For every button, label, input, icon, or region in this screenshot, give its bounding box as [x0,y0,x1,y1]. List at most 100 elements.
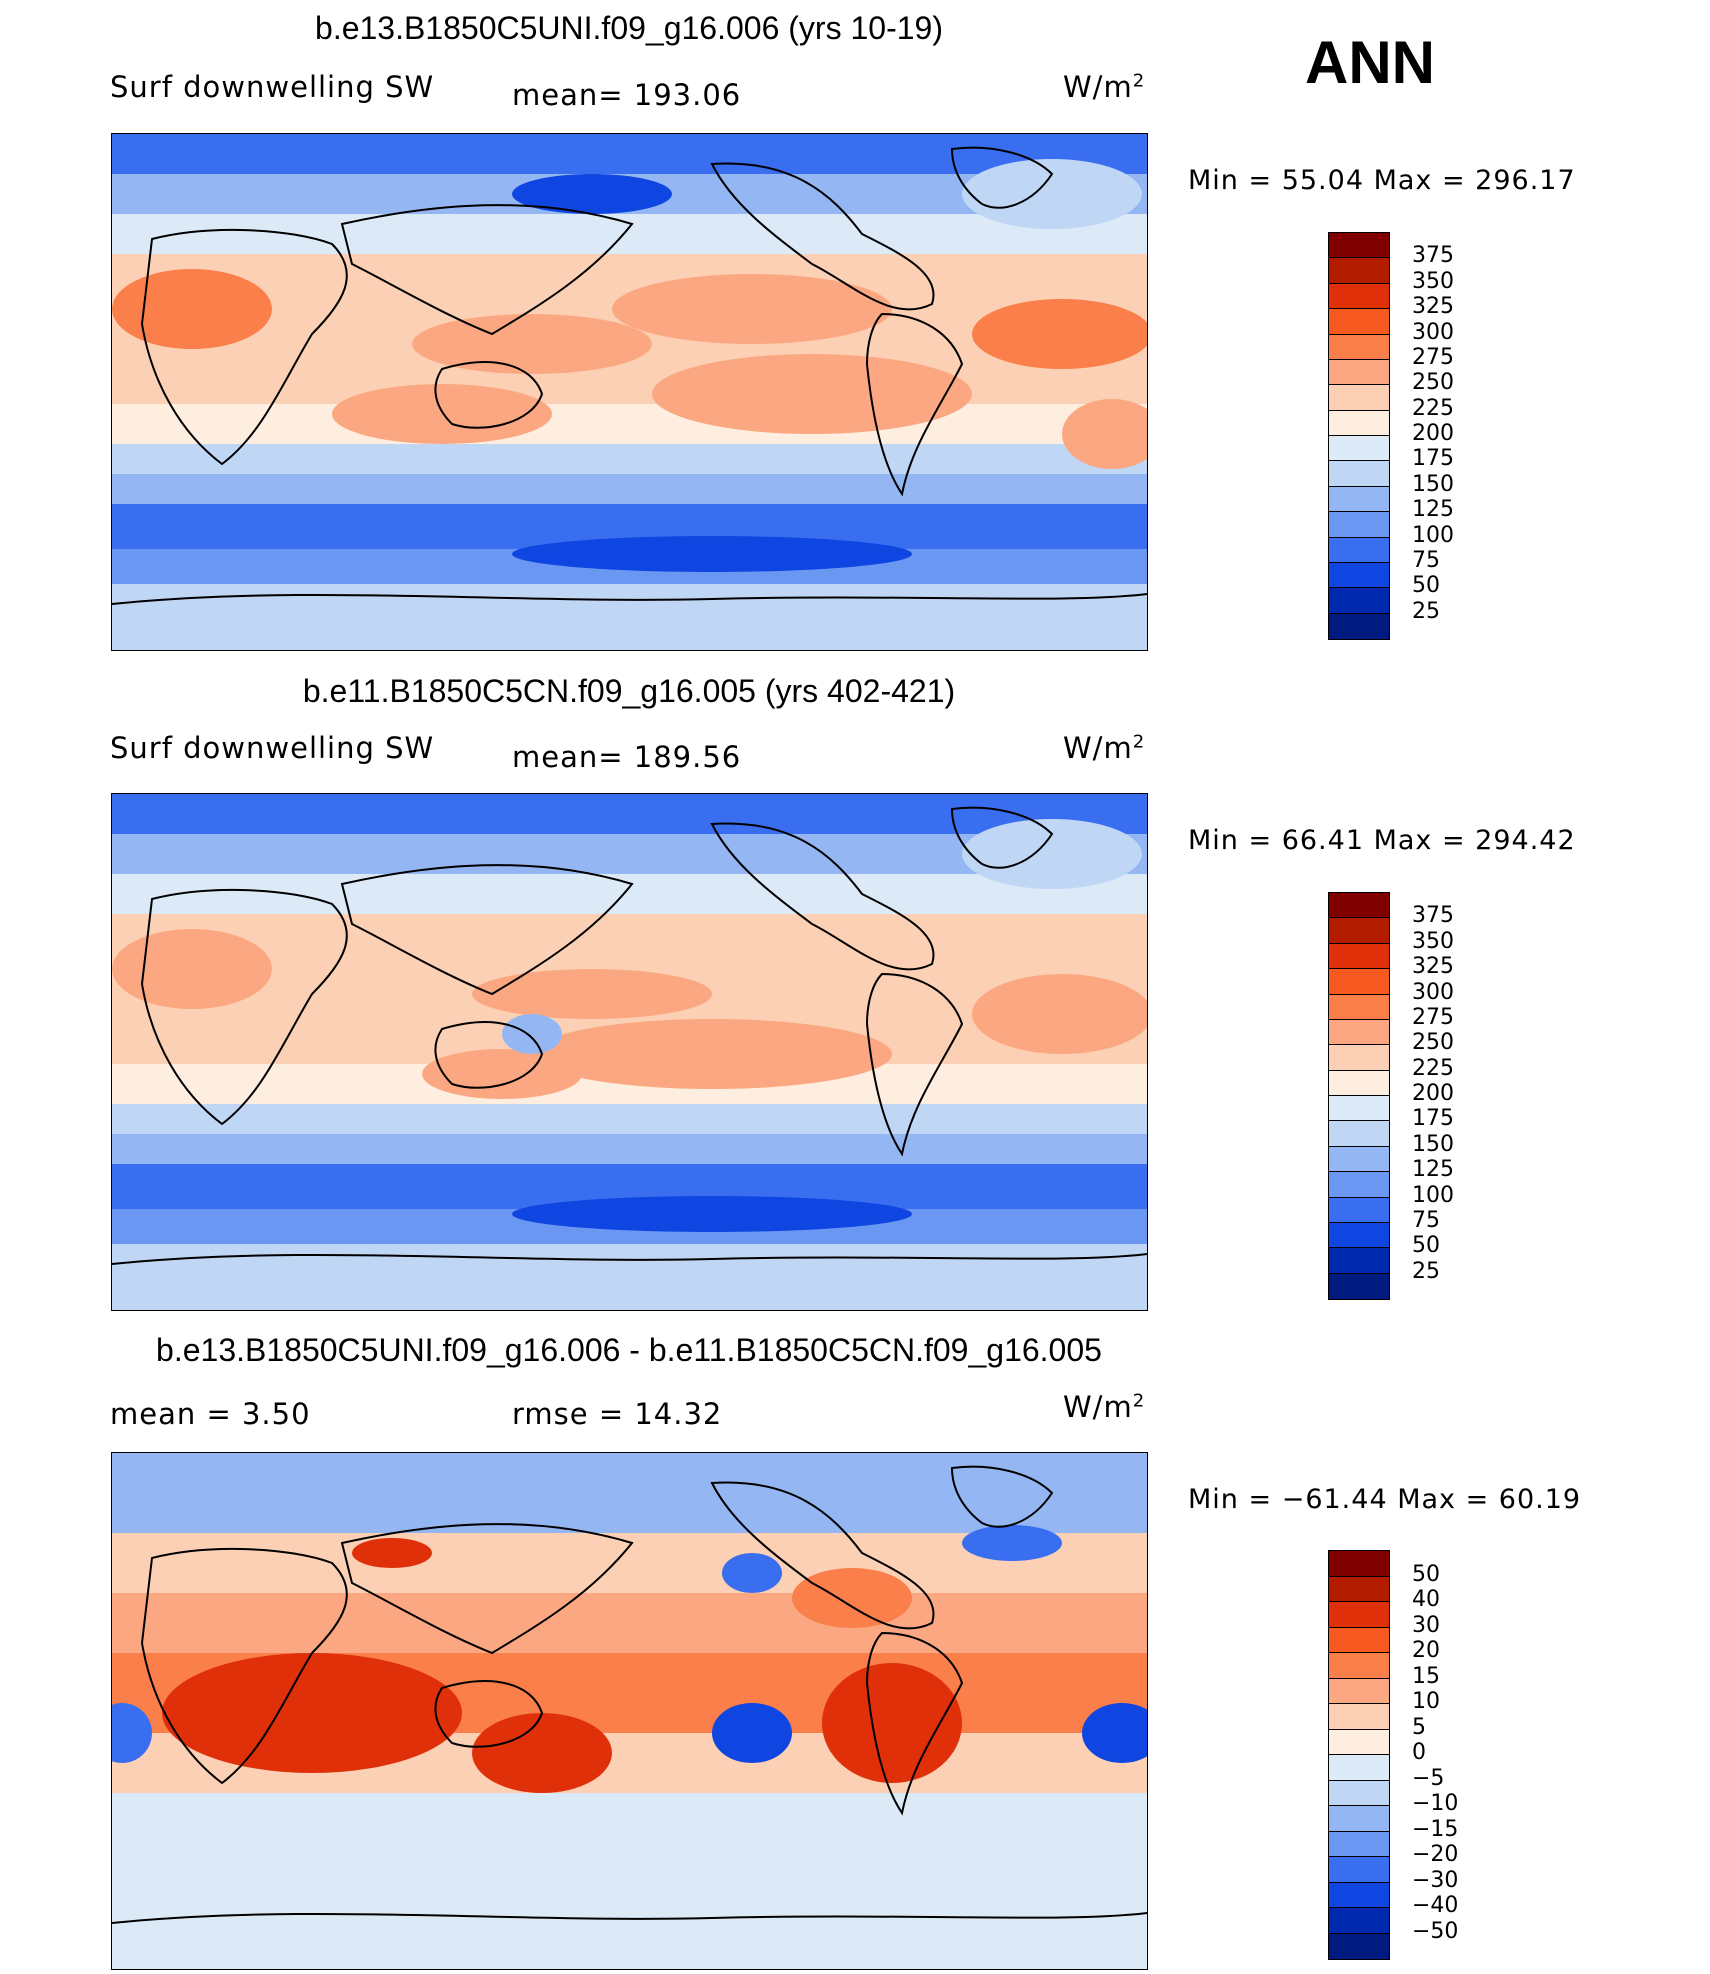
colorbar-swatch [1329,1627,1389,1653]
colorbar-swatch [1329,1908,1389,1934]
panel-3-map [111,1452,1148,1970]
panel-1-min-max: Min = 55.04 Max = 296.17 [1188,165,1576,196]
colorbar-swatch [1329,1678,1389,1704]
colorbar-swatch [1329,309,1389,335]
colorbar-swatch [1329,1121,1389,1147]
colorbar-swatch [1329,233,1389,259]
panel-3-colorbar-labels: 50 40 30 20 15 10 5 0 −5 −10 −15 −20 −30 −40 −50 [1412,1550,1492,1958]
colorbar-swatch [1329,1551,1389,1577]
colorbar-tick-label: 100 [1412,522,1454,548]
panel-1-units: W/m2 [1063,70,1146,104]
colorbar-tick-label: 150 [1412,1131,1454,1157]
colorbar-swatch [1329,359,1389,386]
colorbar-swatch [1329,1882,1389,1908]
colorbar-tick-label: 275 [1412,344,1454,370]
season-label: ANN [1305,29,1435,96]
colorbar-swatch [1329,1780,1389,1806]
colorbar-swatch [1329,1704,1389,1730]
colorbar-swatch [1329,1070,1389,1096]
colorbar-tick-label: 250 [1412,1030,1454,1056]
colorbar-swatch [1329,410,1389,436]
colorbar-tick-label: 325 [1412,294,1454,320]
colorbar-tick-label: 200 [1412,421,1454,446]
panel-2-variable-label: Surf downwelling SW [110,731,435,765]
panel-3-title: b.e13.B1850C5UNI.f09_g16.006 - b.e11.B18… [156,1332,1102,1368]
colorbar-tick-label: 375 [1412,903,1454,929]
colorbar-swatch [1329,1602,1389,1628]
colorbar-tick-label: 20 [1412,1638,1440,1663]
colorbar-swatch [1329,1653,1389,1679]
colorbar-swatch [1329,512,1389,538]
colorbar-swatch [1329,969,1389,995]
colorbar-swatch [1329,1248,1389,1274]
colorbar-swatch [1329,1729,1389,1755]
colorbar-swatch [1329,1831,1389,1857]
colorbar-tick-label: 325 [1412,954,1454,980]
colorbar-tick-label: −5 [1412,1765,1445,1791]
colorbar-tick-label: 300 [1412,319,1454,345]
colorbar-swatch [1329,588,1389,614]
colorbar-tick-label: −10 [1412,1791,1459,1816]
colorbar-tick-label: 50 [1412,1233,1440,1259]
colorbar-tick-label: −50 [1412,1918,1459,1944]
colorbar-swatch [1329,1273,1389,1299]
colorbar-tick-label: 75 [1412,547,1440,573]
colorbar-tick-label: 225 [1412,395,1454,421]
panel-3-mean-label: mean = 3.50 [110,1397,311,1431]
colorbar-tick-label: 25 [1412,598,1440,624]
colorbar-swatch [1329,1045,1389,1071]
panel-1-variable-label: Surf downwelling SW [110,70,435,104]
colorbar-tick-label: 50 [1412,573,1440,599]
colorbar-swatch [1329,893,1389,919]
panel-1-colorbar-labels: 375 350 325 300 275 250 225 200 175 150 125 100 75 50… [1412,232,1492,638]
colorbar-swatch [1329,1806,1389,1832]
colorbar-tick-label: 225 [1412,1055,1454,1081]
colorbar-tick-label: 150 [1412,471,1454,497]
colorbar-swatch [1329,436,1389,462]
colorbar-tick-label: 40 [1412,1587,1440,1612]
colorbar-tick-label: 350 [1412,268,1454,294]
colorbar-swatch [1329,918,1389,944]
colorbar-tick-label: −40 [1412,1893,1459,1918]
panel-1-map [111,133,1148,651]
colorbar-swatch [1329,1222,1389,1249]
colorbar-swatch [1329,994,1389,1020]
colorbar-tick-label: −20 [1412,1842,1459,1867]
panel-3-colorbar [1328,1550,1390,1960]
panel-2-colorbar-labels: 375 350 325 300 275 250 225 200 175 150 125 100 75 50… [1412,892,1492,1298]
colorbar-swatch [1329,385,1389,411]
colorbar-swatch [1329,613,1389,639]
panel-2-mean-label: mean= 189.56 [512,740,742,774]
colorbar-tick-label: 275 [1412,1004,1454,1030]
panel-2-units: W/m2 [1063,731,1146,765]
colorbar-swatch [1329,943,1389,970]
colorbar-tick-label: 125 [1412,497,1454,523]
colorbar-tick-label: 30 [1412,1612,1440,1638]
panel-2-colorbar [1328,892,1390,1300]
colorbar-tick-label: 300 [1412,979,1454,1005]
colorbar-tick-label: −15 [1412,1816,1459,1842]
panel-1-mean-label: mean= 193.06 [512,78,742,112]
colorbar-swatch [1329,461,1389,487]
colorbar-tick-label: 100 [1412,1182,1454,1208]
colorbar-tick-label: 250 [1412,370,1454,396]
panel-1-title: b.e13.B1850C5UNI.f09_g16.006 (yrs 10-19) [315,10,943,46]
colorbar-swatch [1329,1576,1389,1602]
colorbar-swatch [1329,1197,1389,1223]
colorbar-tick-label: −30 [1412,1867,1459,1893]
colorbar-tick-label: 375 [1412,243,1454,269]
colorbar-swatch [1329,1146,1389,1173]
colorbar-swatch [1329,1857,1389,1883]
colorbar-tick-label: 50 [1412,1561,1440,1587]
colorbar-swatch [1329,1096,1389,1122]
panel-3-rmse-label: rmse = 14.32 [512,1397,723,1431]
panel-3-min-max: Min = −61.44 Max = 60.19 [1188,1484,1582,1515]
colorbar-swatch [1329,1019,1389,1046]
colorbar-tick-label: 0 [1412,1740,1426,1765]
colorbar-tick-label: 10 [1412,1689,1440,1714]
panel-1-colorbar [1328,232,1390,640]
panel-2-title: b.e11.B1850C5CN.f09_g16.005 (yrs 402-421… [302,673,956,709]
colorbar-swatch [1329,334,1389,360]
colorbar-swatch [1329,562,1389,589]
panel-2-map [111,793,1148,1311]
